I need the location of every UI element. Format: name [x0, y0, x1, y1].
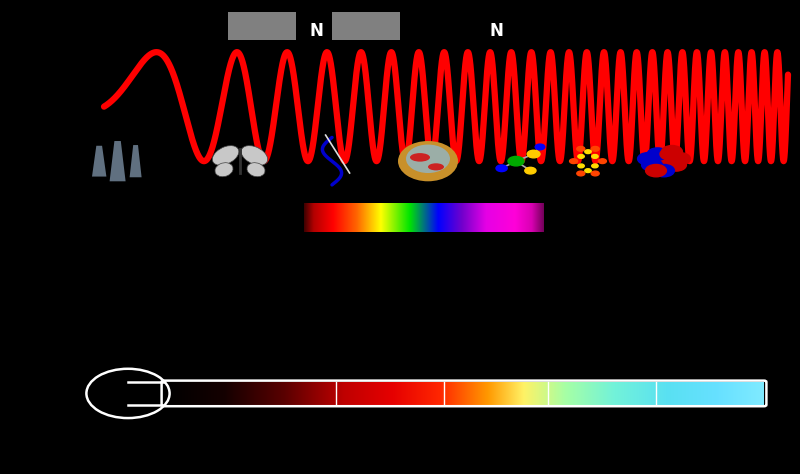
Circle shape [525, 167, 536, 174]
Circle shape [578, 164, 584, 168]
Ellipse shape [247, 163, 265, 177]
Polygon shape [92, 146, 106, 177]
Circle shape [654, 164, 674, 177]
FancyBboxPatch shape [332, 12, 400, 40]
Circle shape [591, 146, 599, 151]
Circle shape [578, 155, 584, 158]
Ellipse shape [428, 163, 444, 171]
Circle shape [638, 153, 658, 165]
Polygon shape [130, 145, 142, 177]
Circle shape [592, 164, 598, 168]
Text: N: N [489, 22, 503, 40]
Ellipse shape [215, 163, 233, 177]
Circle shape [646, 164, 666, 177]
Circle shape [654, 155, 674, 167]
Circle shape [666, 159, 686, 171]
Circle shape [496, 165, 507, 172]
Circle shape [591, 171, 599, 176]
Circle shape [647, 148, 668, 160]
FancyBboxPatch shape [228, 12, 296, 40]
Ellipse shape [241, 146, 268, 165]
Circle shape [670, 153, 690, 165]
Circle shape [535, 144, 545, 150]
Circle shape [592, 155, 598, 158]
Circle shape [577, 171, 585, 176]
Text: N: N [309, 22, 323, 40]
Ellipse shape [212, 146, 239, 165]
Ellipse shape [410, 153, 430, 162]
Circle shape [570, 159, 578, 164]
Circle shape [660, 148, 681, 160]
Polygon shape [110, 141, 126, 181]
Circle shape [585, 150, 591, 154]
Circle shape [585, 169, 591, 173]
Circle shape [527, 150, 540, 158]
Ellipse shape [398, 141, 458, 181]
Circle shape [508, 156, 524, 166]
Circle shape [642, 159, 662, 171]
Circle shape [577, 146, 585, 151]
Circle shape [598, 159, 606, 164]
Ellipse shape [406, 145, 450, 173]
Circle shape [662, 146, 682, 158]
